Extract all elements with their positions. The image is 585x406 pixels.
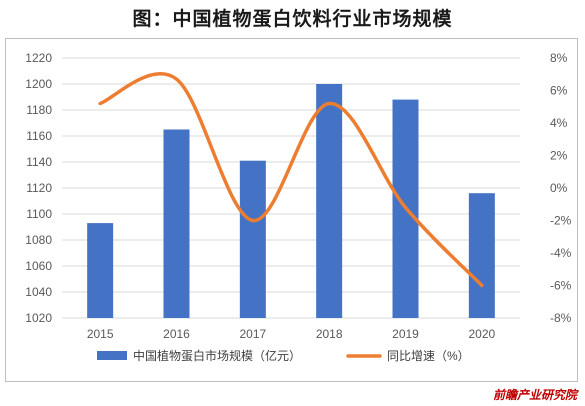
source-label: 前瞻产业研究院 (492, 388, 577, 402)
right-tick-label: 8% (550, 51, 568, 65)
right-tick-label: 4% (550, 116, 568, 130)
left-axis-labels: 1020 1040 1060 1080 1100 1120 1140 1160 1180 1200… (25, 51, 52, 325)
left-tick-label: 1060 (25, 259, 52, 273)
bar-series (87, 84, 495, 318)
x-tick-label: 2018 (316, 327, 343, 341)
right-tick-label: -8% (550, 311, 572, 325)
right-tick-label: -6% (550, 279, 572, 293)
bar (239, 160, 266, 318)
left-tick-label: 1160 (26, 129, 52, 143)
left-tick-label: 1080 (25, 233, 52, 247)
left-tick-label: 1040 (25, 285, 52, 299)
legend: 中国植物蛋白市场规模（亿元） 同比增速（%） (97, 348, 470, 363)
x-tick-label: 2019 (392, 327, 419, 341)
line-series (98, 72, 484, 288)
right-tick-label: -4% (550, 246, 572, 260)
bar (468, 193, 495, 318)
legend-line-label: 同比增速（%） (387, 349, 470, 363)
x-tick-label: 2017 (239, 327, 266, 341)
legend-bar-label: 中国植物蛋白市场规模（亿元） (133, 348, 301, 363)
right-axis-labels: -8% -6% -4% -2% 0% 2% 4% 6% 8% (550, 51, 572, 325)
right-tick-label: 0% (550, 181, 568, 195)
left-tick-label: 1120 (26, 181, 52, 195)
x-tick-label: 2015 (87, 327, 114, 341)
left-tick-label: 1180 (26, 103, 52, 117)
legend-bar-swatch (97, 351, 127, 360)
right-tick-label: -2% (550, 214, 572, 228)
bar (87, 223, 114, 318)
x-tick-label: 2016 (163, 327, 190, 341)
left-tick-label: 1220 (25, 51, 52, 65)
left-tick-label: 1140 (26, 155, 52, 169)
left-tick-label: 1020 (25, 311, 52, 325)
chart-title: 图：中国植物蛋白饮料行业市场规模 (132, 8, 453, 30)
left-tick-label: 1200 (25, 77, 52, 91)
right-tick-label: 6% (550, 84, 568, 98)
x-axis-labels: 2015 2016 2017 2018 2019 2020 (87, 327, 496, 341)
left-tick-label: 1100 (26, 207, 52, 221)
gridlines (62, 57, 520, 319)
growth-line (98, 72, 484, 288)
bar (316, 84, 343, 318)
chart-frame (5, 38, 578, 382)
x-tick-label: 2020 (468, 327, 495, 341)
bar (163, 129, 190, 318)
right-tick-label: 2% (550, 149, 568, 163)
